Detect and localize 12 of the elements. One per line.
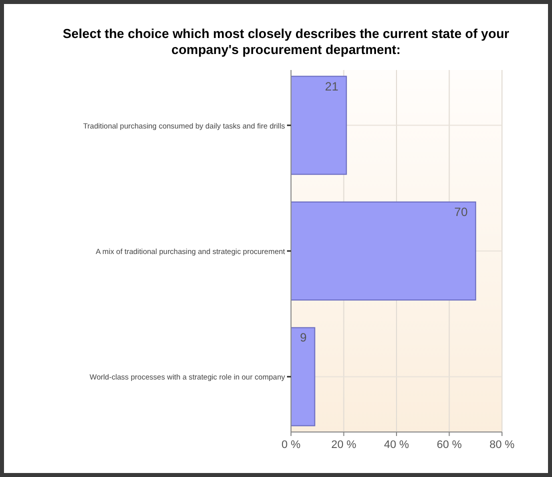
x-tick-label: 60 % — [436, 439, 462, 451]
x-tick-label: 20 % — [331, 439, 356, 451]
data-label: 21 — [325, 79, 339, 94]
bar — [290, 327, 316, 426]
x-tick-label: 40 % — [384, 439, 410, 451]
data-label: 9 — [300, 330, 308, 345]
bar — [290, 76, 347, 175]
x-tick-label: 80 % — [489, 439, 515, 451]
bar — [290, 201, 476, 301]
data-label: 70 — [454, 204, 468, 219]
x-tick-label: 0 % — [282, 439, 301, 451]
chart-title: Select the choice which most closely describes the current state of your company's procurement department: — [62, 26, 510, 57]
